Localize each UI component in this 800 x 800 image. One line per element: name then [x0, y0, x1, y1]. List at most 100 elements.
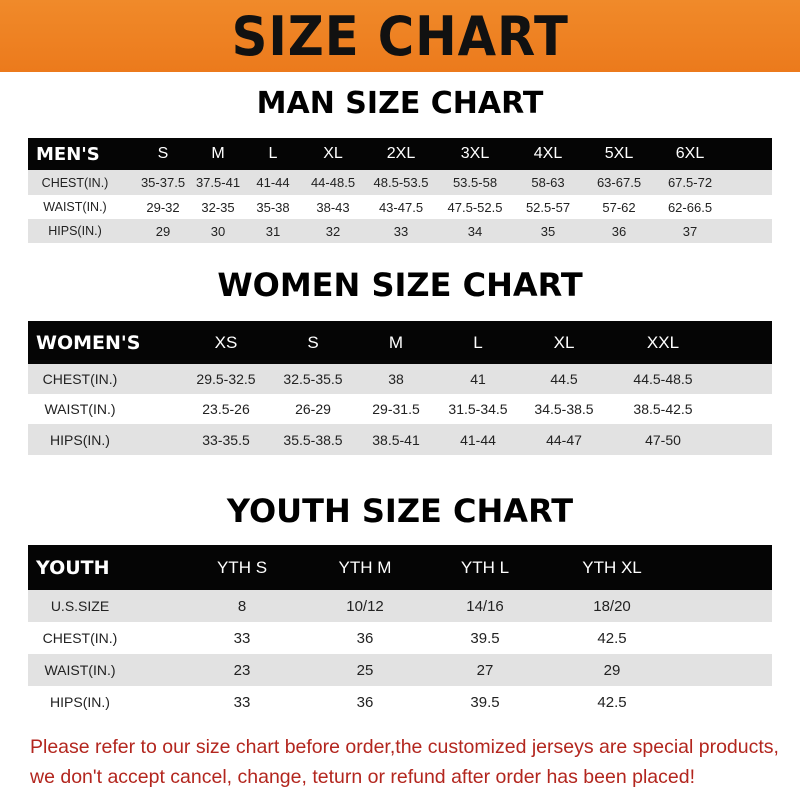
measurement-value: 23: [233, 661, 251, 679]
banner: SIZE CHART: [0, 0, 800, 72]
size-header: YTH M: [338, 557, 392, 577]
measurement-value: 23.5-26: [202, 401, 250, 417]
measurement-value: 47-50: [645, 431, 681, 448]
measurement-value: 39.5: [470, 693, 500, 711]
measurement-value: 38: [388, 371, 404, 387]
men-size-table: MEN'S S M L XL 2XL 3XL 4XL 5XL 6XL CHEST(IN.) 35-37…: [28, 138, 772, 243]
measurement-value: 52.5-57: [525, 199, 571, 215]
measurement-value: 31: [265, 223, 281, 239]
measurement-value: 43-47.5: [378, 199, 424, 215]
measurement-value: 25: [356, 661, 374, 679]
measurement-value: 42.5: [597, 629, 627, 647]
measurement-value: 38.5-42.5: [633, 401, 693, 417]
table-row: HIPS(IN.) 33-35.5 35.5-38.5 38.5-41 41-44 44-…: [28, 424, 772, 455]
size-header: YTH S: [216, 557, 268, 577]
measurement-value: 44-47: [546, 431, 582, 448]
measurement-value: 32.5-35.5: [283, 371, 343, 387]
size-header: 3XL: [460, 145, 490, 162]
men-title: MAN SIZE CHART: [256, 86, 544, 121]
measurement-value: 48.5-53.5: [373, 175, 429, 190]
measurement-value: 44.5: [550, 371, 578, 387]
table-row: CHEST(IN.) 33 36 39.5 42.5: [28, 622, 772, 654]
measurement-value: 10/12: [346, 597, 384, 615]
measurement-value: 29-31.5: [372, 401, 420, 417]
banner-title: SIZE CHART: [231, 4, 569, 68]
measurement-value: 29: [603, 661, 621, 679]
table-row: CHEST(IN.) 35-37.5 37.5-41 41-44 44-48.5 48.5…: [28, 170, 772, 195]
measurement-value: 39.5: [470, 629, 500, 647]
measurement-value: 67.5-72: [667, 175, 713, 190]
measurement-label: WAIST(IN.): [43, 200, 107, 214]
measurement-value: 8: [237, 597, 247, 615]
measurement-value: 14/16: [466, 597, 504, 615]
measurement-value: 37.5-41: [195, 175, 241, 190]
size-header: M: [388, 332, 404, 352]
women-size-table: WOMEN'S XS S M L XL XXL CHEST(IN.) 29.5-32.5 32.5…: [28, 321, 772, 455]
measurement-value: 35: [540, 223, 556, 239]
notice-line-1: Please refer to our size chart before or…: [30, 736, 779, 758]
measurement-label: HIPS(IN.): [50, 431, 110, 448]
table-row: U.S.SIZE 8 10/12 14/16 18/20: [28, 590, 772, 622]
measurement-value: 29-32: [146, 199, 180, 215]
measurement-value: 32: [325, 223, 341, 239]
measurement-label: HIPS(IN.): [50, 694, 110, 710]
header-row: MEN'S S M L XL 2XL 3XL 4XL 5XL 6XL: [28, 138, 772, 170]
size-header: L: [473, 332, 483, 352]
measurement-value: 44.5-48.5: [633, 371, 693, 387]
measurement-value: 30: [210, 223, 226, 239]
measurement-value: 36: [611, 223, 627, 239]
table-row: WAIST(IN.) 29-32 32-35 35-38 38-43 43-47.5 47.…: [28, 195, 772, 219]
size-header: L: [268, 145, 278, 162]
measurement-value: 38.5-41: [372, 431, 420, 448]
measurement-value: 63-67.5: [596, 175, 642, 190]
size-header: XS: [214, 332, 238, 352]
measurement-value: 57-62: [602, 199, 636, 215]
measurement-label: WAIST(IN.): [44, 662, 116, 678]
size-header: 5XL: [604, 145, 634, 162]
size-header: 2XL: [386, 145, 416, 162]
table-row: WAIST(IN.) 23 25 27 29: [28, 654, 772, 686]
size-header: XXL: [646, 332, 680, 352]
measurement-value: 33: [393, 223, 409, 239]
measurement-label: CHEST(IN.): [42, 630, 118, 646]
measurement-value: 62-66.5: [667, 199, 713, 215]
measurement-value: 41-44: [460, 431, 496, 448]
size-header: XL: [323, 145, 343, 162]
youth-title: YOUTH SIZE CHART: [226, 492, 574, 530]
measurement-value: 37: [682, 223, 698, 239]
measurement-value: 41-44: [256, 175, 290, 190]
measurement-value: 33-35.5: [202, 431, 250, 448]
header-row: WOMEN'S XS S M L XL XXL: [28, 321, 772, 364]
measurement-label: CHEST(IN.): [41, 175, 109, 190]
measurement-value: 27: [476, 661, 494, 679]
measurement-label: CHEST(IN.): [42, 371, 118, 387]
measurement-value: 26-29: [295, 401, 331, 417]
measurement-value: 33: [233, 693, 251, 711]
measurement-value: 35-37.5: [140, 175, 186, 190]
measurement-value: 44-48.5: [310, 175, 356, 190]
size-header: YTH L: [460, 557, 510, 577]
measurement-value: 53.5-58: [452, 175, 498, 190]
women-title: WOMEN SIZE CHART: [217, 266, 583, 304]
size-header: 4XL: [533, 145, 563, 162]
measurement-label: HIPS(IN.): [48, 224, 102, 238]
measurement-value: 34: [467, 223, 483, 239]
notice-line-2: we don't accept cancel, change, teturn o…: [30, 766, 695, 788]
table-row: HIPS(IN.) 33 36 39.5 42.5: [28, 686, 772, 718]
measurement-value: 42.5: [597, 693, 627, 711]
measurement-label: U.S.SIZE: [50, 598, 110, 614]
table-category-label: YOUTH: [36, 556, 110, 579]
size-header: S: [157, 145, 169, 162]
table-category-label: WOMEN'S: [36, 331, 141, 354]
measurement-value: 18/20: [593, 597, 631, 615]
measurement-value: 38-43: [316, 199, 350, 215]
header-row: YOUTH YTH S YTH M YTH L YTH XL: [28, 545, 772, 590]
size-header: S: [307, 332, 319, 352]
size-header: XL: [553, 332, 575, 352]
measurement-value: 58-63: [531, 175, 565, 190]
measurement-value: 41: [470, 371, 486, 387]
measurement-value: 36: [356, 693, 374, 711]
measurement-value: 34.5-38.5: [534, 401, 594, 417]
size-header: YTH XL: [582, 557, 642, 577]
table-category-label: MEN'S: [36, 143, 100, 165]
